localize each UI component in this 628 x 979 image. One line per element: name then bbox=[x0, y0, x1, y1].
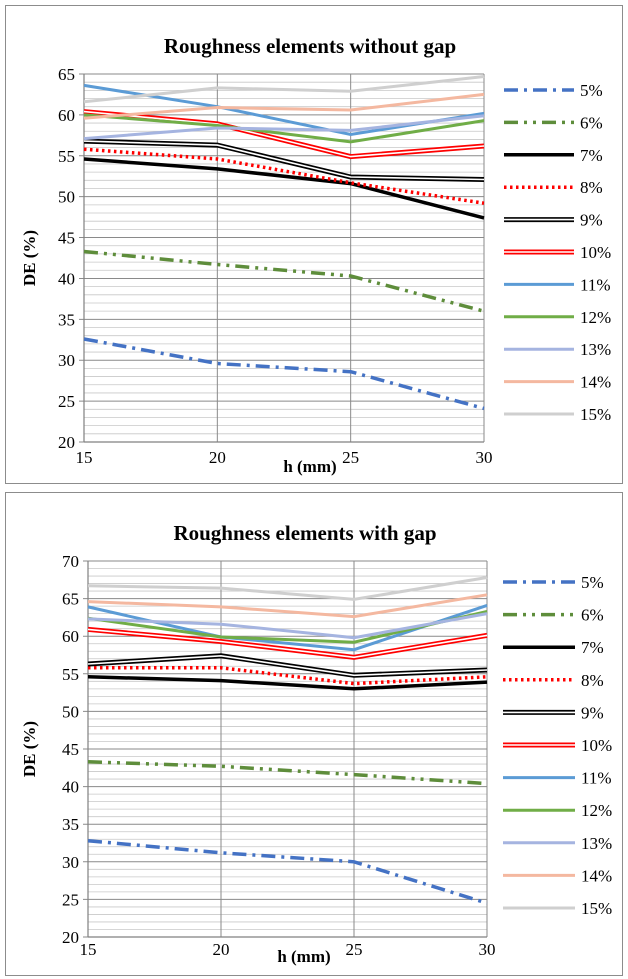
x-tick-label: 30 bbox=[476, 448, 493, 467]
gridlines bbox=[83, 560, 488, 938]
y-tick-label: 20 bbox=[62, 928, 79, 947]
chart-with-gap: Roughness elements with gap h (mm) DE (%… bbox=[20, 521, 612, 966]
x-tick-label: 20 bbox=[209, 448, 226, 467]
y-tick-label: 45 bbox=[58, 229, 75, 248]
series-line-12pct bbox=[83, 113, 485, 144]
y-tick-label: 30 bbox=[62, 853, 79, 872]
series-line-6pct bbox=[87, 760, 488, 786]
x-tick-label: 30 bbox=[479, 940, 496, 959]
series-line-5pct bbox=[83, 337, 485, 411]
legend-label: 14% bbox=[580, 373, 611, 392]
x-tick-label: 20 bbox=[213, 940, 230, 959]
series-line-6pct bbox=[83, 249, 485, 313]
y-tick-label: 30 bbox=[58, 351, 75, 370]
y-tick-label: 65 bbox=[58, 65, 75, 84]
y-tick-label: 35 bbox=[58, 310, 75, 329]
legend-label: 10% bbox=[580, 243, 611, 262]
series-line-13pct bbox=[87, 612, 488, 640]
series-line-10pct-inner bbox=[83, 110, 485, 158]
y-tick-label: 40 bbox=[62, 778, 79, 797]
chart-title: Roughness elements without gap bbox=[164, 34, 456, 58]
legend-label: 6% bbox=[581, 606, 604, 625]
legend-label: 7% bbox=[580, 146, 603, 165]
legend-label: 7% bbox=[581, 638, 604, 657]
chart-title: Roughness elements with gap bbox=[173, 521, 436, 545]
legend-label: 15% bbox=[581, 899, 612, 918]
series-group bbox=[87, 576, 488, 905]
y-tick-label: 50 bbox=[62, 702, 79, 721]
series-line-8pct bbox=[83, 147, 485, 205]
series-line-15pct bbox=[83, 75, 485, 104]
legend-label: 12% bbox=[581, 801, 612, 820]
y-tick-label: 55 bbox=[62, 665, 79, 684]
series-group bbox=[83, 75, 485, 411]
series-line-9pct-inner bbox=[83, 140, 485, 181]
chart-panel-without-gap: Roughness elements without gap h (mm) DE… bbox=[5, 5, 623, 484]
y-tick-label: 45 bbox=[62, 740, 79, 759]
series-line-7pct bbox=[87, 675, 488, 691]
y-tick-label: 60 bbox=[62, 627, 79, 646]
series-line-8pct bbox=[88, 666, 488, 686]
y-tick-label: 70 bbox=[62, 552, 79, 571]
series-line-9pct-inner bbox=[87, 654, 488, 677]
x-tick-label: 25 bbox=[342, 448, 359, 467]
y-tick-label: 35 bbox=[62, 815, 79, 834]
chart-panel-with-gap: Roughness elements with gap h (mm) DE (%… bbox=[5, 492, 623, 976]
legend-label: 8% bbox=[580, 178, 603, 197]
series-line-7pct bbox=[83, 157, 485, 220]
x-axis-label: h (mm) bbox=[283, 457, 336, 476]
series-line-10pct-inner bbox=[87, 628, 488, 659]
series-line-14pct bbox=[87, 593, 488, 619]
x-tick-label: 15 bbox=[76, 448, 93, 467]
legend-label: 14% bbox=[581, 866, 612, 885]
series-line-13pct bbox=[83, 114, 485, 141]
legend: 5% 6% 7% 8% 9% 10% 11% 12% 13% 14% 15% bbox=[503, 573, 612, 918]
y-axis-label: DE (%) bbox=[20, 230, 39, 286]
y-tick-label: 65 bbox=[62, 590, 79, 609]
legend-label: 13% bbox=[581, 834, 612, 853]
legend-label: 15% bbox=[580, 405, 611, 424]
chart-without-gap: Roughness elements without gap h (mm) DE… bbox=[20, 34, 611, 476]
y-tick-label: 20 bbox=[58, 433, 75, 452]
series-line-15pct bbox=[87, 576, 488, 601]
series-line-5pct bbox=[87, 838, 488, 905]
legend-label: 9% bbox=[581, 703, 604, 722]
y-tick-label: 55 bbox=[58, 147, 75, 166]
x-axis-label: h (mm) bbox=[277, 947, 330, 966]
legend: 5% 6% 7% 8% 9% 10% 11% 12% 13% 14% 15% bbox=[504, 81, 611, 424]
series-line-14pct bbox=[83, 92, 485, 120]
legend-label: 12% bbox=[580, 308, 611, 327]
legend-label: 9% bbox=[580, 211, 603, 230]
y-tick-label: 40 bbox=[58, 269, 75, 288]
x-tick-label: 15 bbox=[80, 940, 97, 959]
legend-label: 8% bbox=[581, 671, 604, 690]
y-tick-label: 50 bbox=[58, 188, 75, 207]
legend-label: 11% bbox=[581, 769, 612, 788]
y-tick-label: 25 bbox=[62, 890, 79, 909]
y-axis-label: DE (%) bbox=[20, 721, 39, 777]
legend-label: 5% bbox=[581, 573, 604, 592]
legend-label: 13% bbox=[580, 340, 611, 359]
x-tick-label: 25 bbox=[346, 940, 363, 959]
legend-label: 10% bbox=[581, 736, 612, 755]
legend-label: 5% bbox=[580, 81, 603, 100]
y-tick-label: 60 bbox=[58, 106, 75, 125]
y-tick-label: 25 bbox=[58, 392, 75, 411]
legend-label: 6% bbox=[580, 113, 603, 132]
legend-label: 11% bbox=[580, 275, 611, 294]
